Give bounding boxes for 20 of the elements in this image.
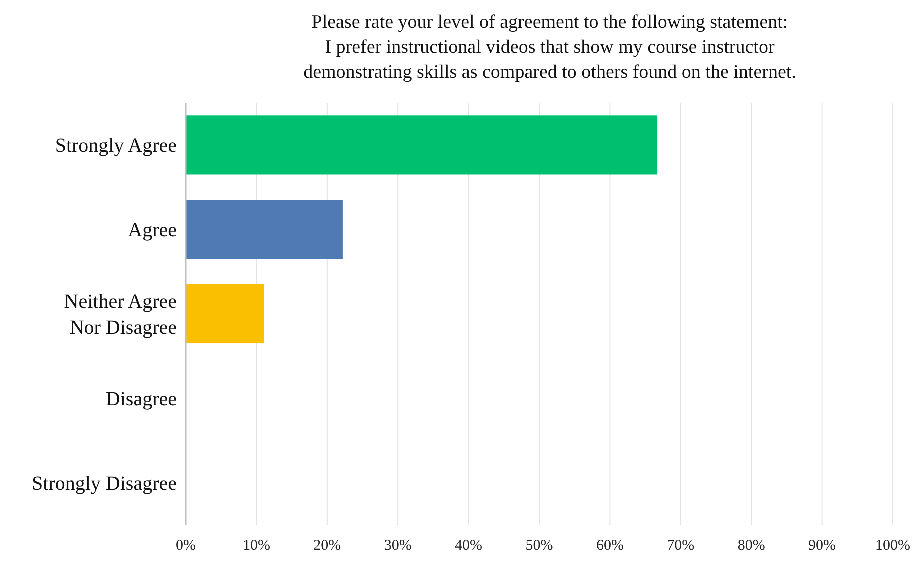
x-tick-label: 100% <box>876 538 910 554</box>
x-tick-label: 20% <box>314 538 342 554</box>
y-tick-label: Strongly Disagree <box>32 472 178 495</box>
x-tick-label: 30% <box>384 538 412 554</box>
x-tick-label: 70% <box>667 538 695 554</box>
x-tick-label: 80% <box>738 538 766 554</box>
x-tick-label: 0% <box>176 538 196 554</box>
x-tick-label: 40% <box>455 538 483 554</box>
bar <box>186 284 264 344</box>
y-tick-label: Agree <box>128 220 178 242</box>
y-tick-label: Strongly Agree <box>55 135 178 158</box>
y-tick-label: Neither Agree Nor Disagree <box>64 291 178 339</box>
x-tick-label: 50% <box>526 538 554 554</box>
chart-title: Please rate your level of agreement to the following statement: I prefer instructional videos that show my course instructor demonstrating skills as compared to others found on the internet. <box>304 12 796 83</box>
bar <box>186 116 658 175</box>
bar <box>186 200 343 260</box>
x-tick-label: 10% <box>242 538 270 554</box>
x-tick-label: 90% <box>808 538 836 554</box>
y-tick-label: Disagree <box>106 388 178 410</box>
x-tick-label: 60% <box>596 538 624 554</box>
